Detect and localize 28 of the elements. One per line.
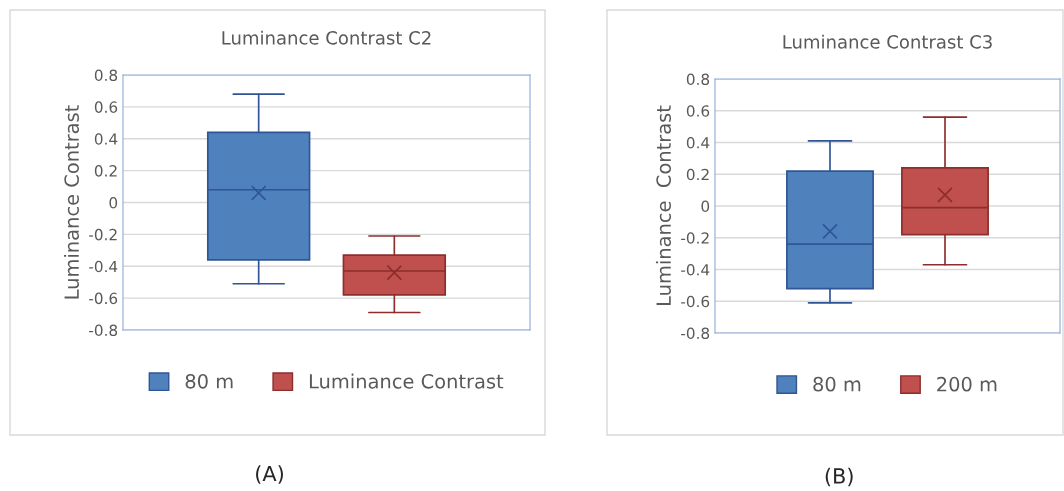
legend-label: 200 m	[937, 376, 997, 392]
text: (A)	[256, 465, 283, 484]
legend-label: 80 m	[813, 376, 861, 392]
y-tick-label: 0	[701, 200, 710, 213]
y-tick-label: -0.6	[89, 292, 118, 305]
y-tick-label: 0.6	[94, 101, 118, 113]
y-tick-label: 0.2	[94, 165, 117, 177]
y-tick-label: 0.6	[686, 105, 710, 117]
legend-label: Luminance Contrast	[309, 373, 504, 389]
y-tick-label: -0.4	[89, 260, 118, 273]
y-tick-label: -0.8	[89, 324, 118, 337]
chart-title: Luminance Contrast C2	[222, 30, 431, 45]
y-tick-label: -0.2	[89, 228, 117, 241]
y-tick-label: 0.4	[94, 133, 118, 145]
legend-label: 80 m	[185, 373, 233, 389]
chart-title: Luminance Contrast C3	[783, 34, 992, 49]
y-axis-title: Luminance Contrast	[63, 105, 80, 299]
y-tick-label: 0.4	[686, 136, 710, 149]
y-tick-label: 0.8	[686, 73, 710, 86]
y-tick-label: -0.4	[681, 263, 710, 276]
y-tick-label: -0.2	[681, 232, 709, 244]
y-tick-label: -0.8	[681, 327, 710, 340]
y-tick-label: 0.8	[94, 69, 118, 82]
y-tick-label: 0	[109, 196, 118, 209]
y-tick-label: 0.2	[686, 168, 709, 181]
text: (B)	[825, 467, 853, 487]
y-tick-label: -0.6	[681, 295, 710, 308]
y-axis-title: Luminance Contrast	[655, 105, 672, 305]
